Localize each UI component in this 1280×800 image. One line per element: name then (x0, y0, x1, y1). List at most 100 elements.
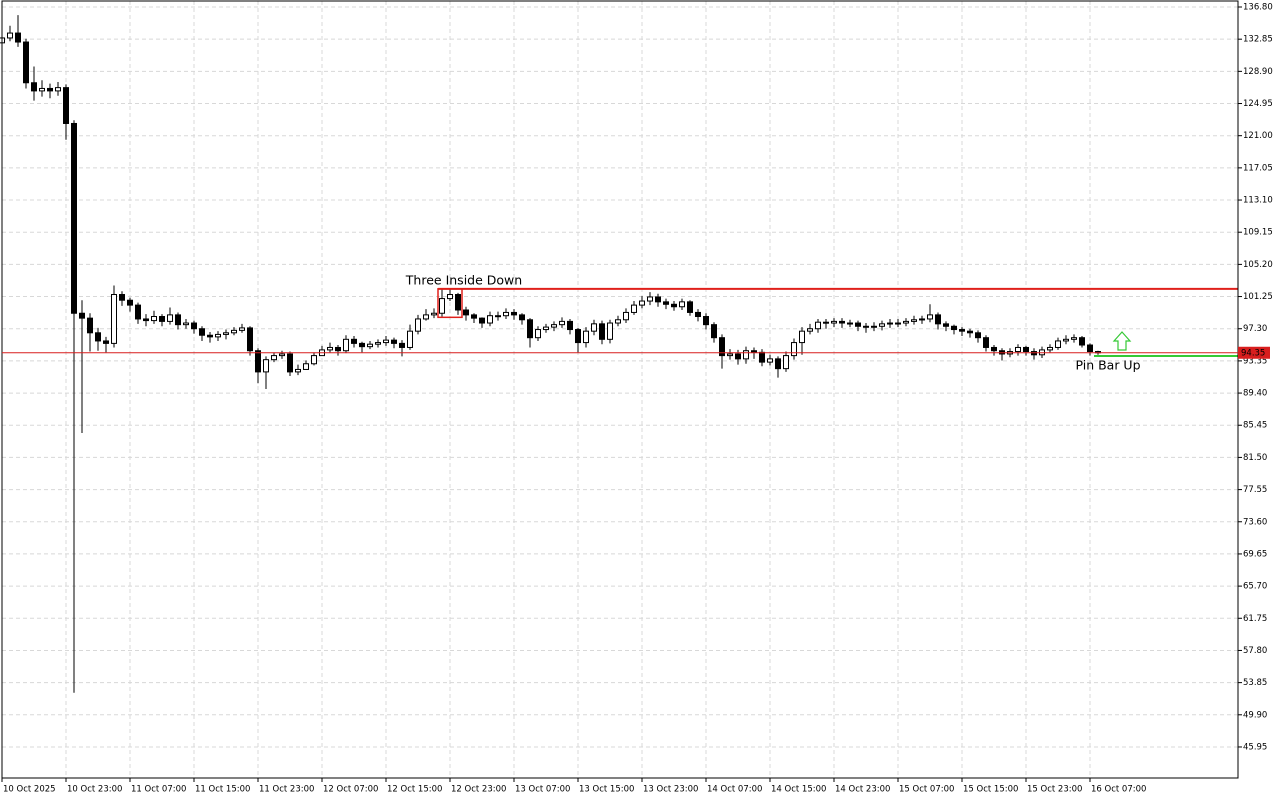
candle-body (743, 350, 749, 360)
x-tick-label: 10 Oct 23:00 (67, 785, 122, 795)
y-tick-label: 81.50 (1243, 453, 1267, 463)
candle-body (407, 330, 413, 348)
candle-body (1055, 340, 1061, 348)
candle-body (231, 329, 237, 334)
candle-body (575, 329, 581, 344)
candle-body (103, 340, 109, 344)
y-tick-label: 65.70 (1243, 582, 1267, 592)
y-tick-label: 124.95 (1243, 99, 1273, 109)
x-tick-label: 11 Oct 23:00 (259, 785, 314, 795)
x-tick-label: 13 Oct 23:00 (643, 785, 698, 795)
candle-body (927, 314, 933, 320)
candle-body (431, 312, 437, 316)
candle-body (967, 330, 973, 334)
price-tag-label: 94.35 (1241, 348, 1265, 358)
y-tick-label: 73.60 (1243, 517, 1267, 527)
candle-body (47, 87, 53, 92)
candle-body (639, 300, 645, 306)
candle-body (543, 326, 549, 331)
candle-body (55, 87, 61, 92)
candle-body (383, 339, 389, 344)
candle-body (199, 328, 205, 336)
candle-body (295, 368, 301, 373)
candle-body (439, 298, 445, 314)
candle-body (183, 322, 189, 326)
candle-body (711, 324, 717, 339)
y-tick-label: 132.85 (1243, 35, 1273, 45)
x-tick-label: 12 Oct 07:00 (323, 785, 378, 795)
x-tick-label: 14 Oct 23:00 (835, 785, 890, 795)
candle-body (839, 320, 845, 324)
candle-body (287, 353, 293, 373)
x-tick-label: 15 Oct 15:00 (963, 785, 1018, 795)
candle-body (471, 314, 477, 319)
candle-body (311, 355, 317, 365)
candle-body (943, 323, 949, 327)
candle-body (63, 87, 69, 124)
candle-body (775, 358, 781, 370)
y-tick-label: 53.85 (1243, 678, 1267, 688)
candle-body (71, 122, 77, 314)
y-tick-label: 128.90 (1243, 67, 1273, 77)
candle-body (1047, 346, 1053, 351)
candle-body (935, 314, 941, 325)
candle-body (791, 342, 797, 357)
y-tick-label: 97.30 (1243, 324, 1267, 334)
pattern-arrow (1112, 331, 1132, 351)
candle-body (855, 322, 861, 327)
candle-body (903, 320, 909, 324)
candle-body (351, 338, 357, 344)
y-tick-label: 105.20 (1243, 260, 1273, 270)
candle-body (1015, 346, 1021, 353)
candle-body (87, 317, 93, 334)
candle-body (127, 299, 133, 306)
candle-body (7, 32, 13, 39)
y-tick-label: 93.35 (1243, 356, 1267, 366)
y-tick-label: 89.40 (1243, 389, 1267, 399)
candle-body (423, 314, 429, 320)
candle-body (535, 329, 541, 339)
candle-body (759, 351, 765, 363)
candle-body (815, 321, 821, 330)
candle-body (263, 359, 269, 373)
candle-body (207, 334, 213, 338)
candle-body (783, 355, 789, 370)
candle-body (847, 322, 853, 325)
candle-body (15, 32, 21, 43)
candle-body (39, 87, 45, 92)
pattern-label: Pin Bar Up (1075, 358, 1140, 373)
x-tick-label: 16 Oct 07:00 (1091, 785, 1146, 795)
y-tick-label: 121.00 (1243, 131, 1273, 141)
candle-body (615, 319, 621, 324)
candle-body (1023, 346, 1029, 353)
candle-body (887, 322, 893, 325)
candle-body (367, 343, 373, 348)
y-tick-label: 57.80 (1243, 646, 1267, 656)
grid (2, 1, 1238, 778)
candle-body (215, 333, 221, 338)
candle-body (735, 353, 741, 360)
x-tick-label: 10 Oct 2025 (3, 785, 56, 795)
candle-body (303, 363, 309, 370)
candle-body (647, 296, 653, 302)
candle-body (519, 314, 525, 321)
candle-body (1071, 337, 1077, 340)
y-tick-label: 113.10 (1243, 196, 1273, 206)
pattern-box (437, 288, 463, 319)
candle-body (727, 353, 733, 357)
candle-body (79, 312, 85, 319)
x-tick-label: 11 Oct 15:00 (195, 785, 250, 795)
x-tick-label: 12 Oct 23:00 (451, 785, 506, 795)
candle-body (679, 301, 685, 308)
candle-body (391, 339, 397, 344)
candle-body (247, 327, 253, 352)
candle-body (23, 41, 29, 84)
candle-body (375, 342, 381, 345)
candle-body (527, 319, 533, 339)
candle-body (951, 325, 957, 331)
candle-body (335, 346, 341, 352)
candle-body (663, 301, 669, 305)
candle-body (567, 320, 573, 331)
candle-body (831, 320, 837, 324)
candle-body (655, 296, 661, 303)
